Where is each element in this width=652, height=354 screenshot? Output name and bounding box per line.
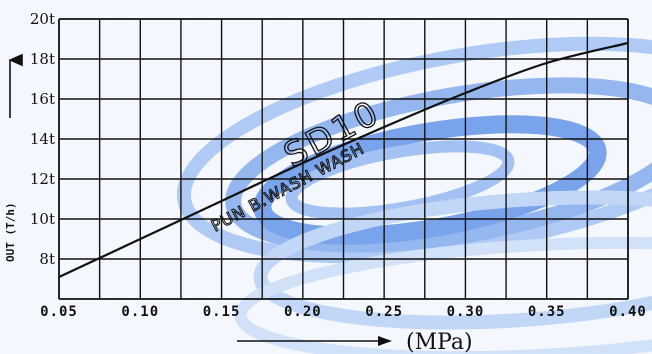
y-axis-label: OUT (T/h) [4,202,17,262]
y-tick-label: 14t [30,130,55,148]
x-tick-label: 0.35 [528,304,566,320]
y-tick-label: 20t [30,10,55,28]
grid-lines [58,18,629,300]
x-tick-label: 0.25 [365,304,403,320]
y-tick-label: 8t [39,250,55,268]
x-tick-label: 0.05 [40,304,78,320]
x-tick-label: 0.20 [284,304,322,320]
x-tick-label: 0.15 [203,304,241,320]
x-tick-labels: 0.05 0.10 0.15 0.20 0.25 0.30 0.35 0.40 [40,304,647,320]
series-line-sd10 [58,41,629,278]
y-tick-label: 12t [30,170,55,188]
x-tick-label: 0.30 [447,304,485,320]
x-axis-label: (MPa) [406,330,473,354]
y-tick-label: 16t [30,90,55,108]
y-tick-label: 10t [30,210,55,228]
x-tick-label: 0.10 [121,304,159,320]
y-tick-label: 18t [30,50,55,68]
x-axis-arrowhead [378,336,392,346]
series-group [58,41,629,278]
y-tick-labels: 8t 10t 12t 14t 16t 18t 20t [30,10,55,268]
x-tick-label: 0.40 [609,304,647,320]
background-swirl [176,36,652,354]
